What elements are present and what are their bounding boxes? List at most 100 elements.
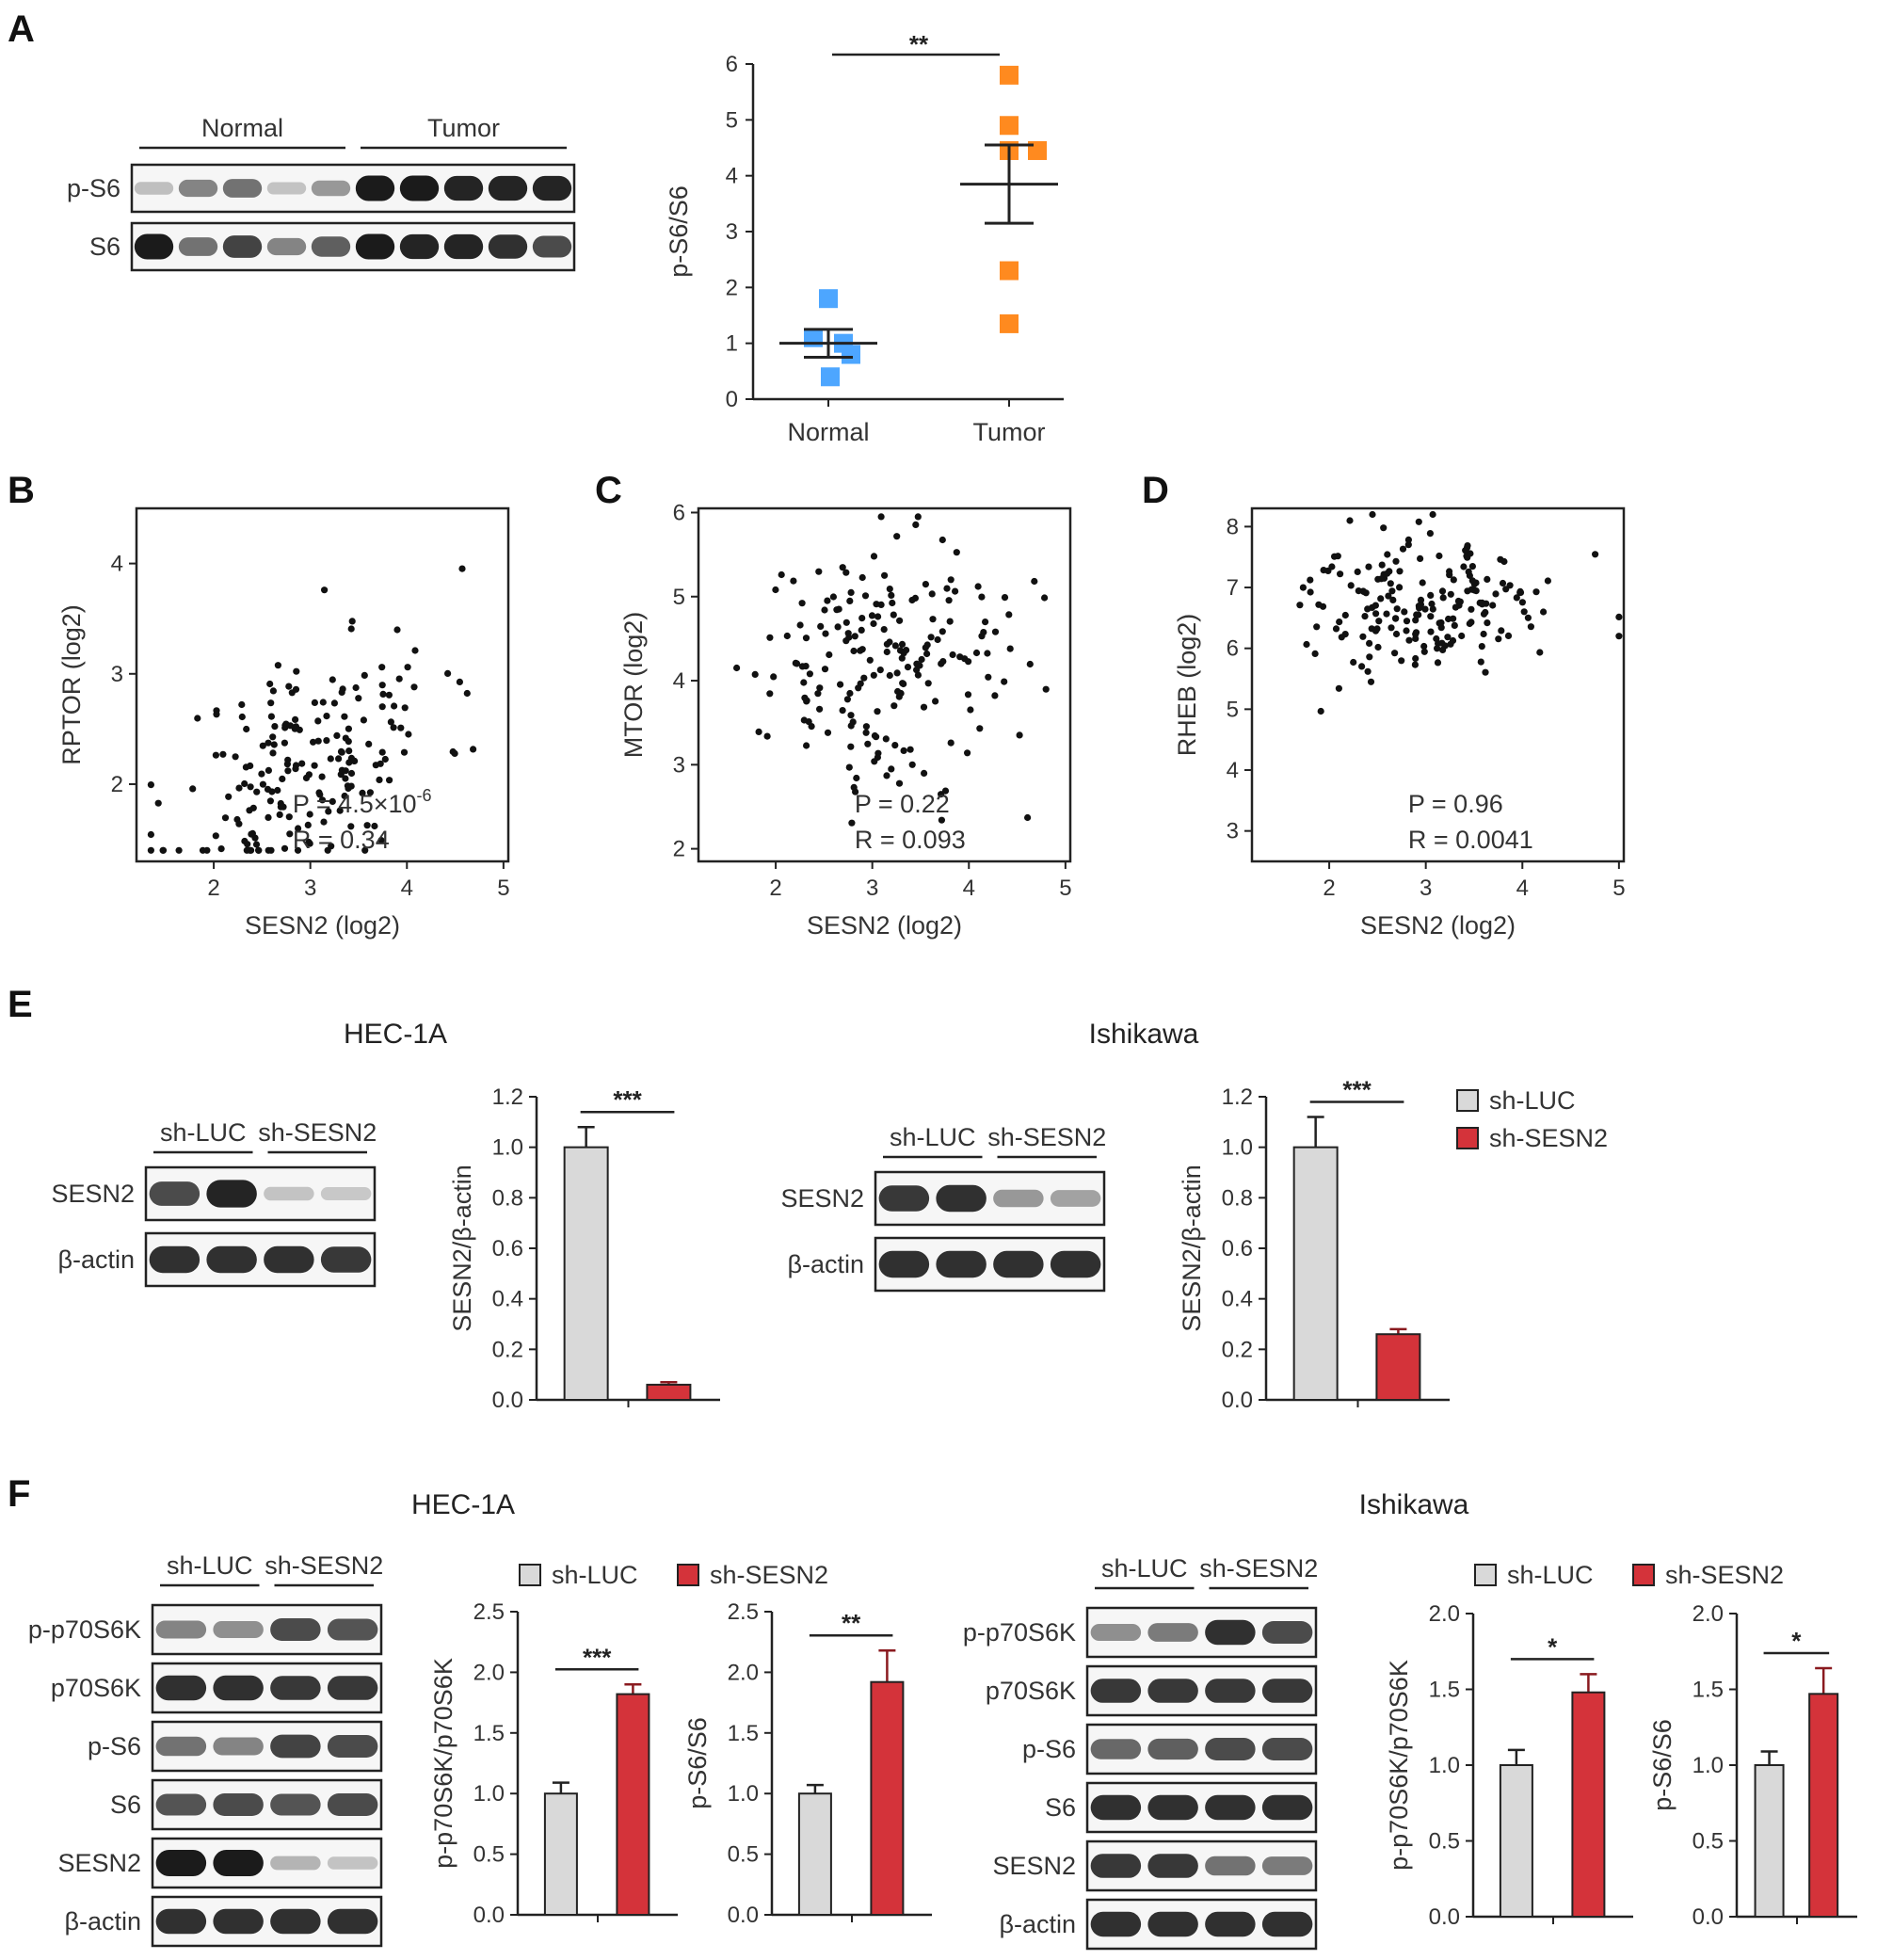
scatter-point bbox=[800, 679, 808, 686]
y-tick-label: 1.5 bbox=[1693, 1678, 1724, 1703]
blot-band bbox=[206, 1245, 257, 1274]
scatter-point bbox=[793, 660, 801, 667]
blot-band bbox=[1090, 1794, 1142, 1821]
scatter-point bbox=[341, 792, 348, 800]
scatter-point bbox=[964, 691, 972, 699]
scatter-point bbox=[1456, 598, 1464, 605]
blot-band bbox=[155, 1736, 207, 1757]
scatter-point bbox=[766, 634, 774, 641]
blot-band bbox=[532, 175, 572, 201]
y-tick-label: 0.4 bbox=[1222, 1287, 1253, 1312]
y-tick-label: 0.6 bbox=[1222, 1236, 1253, 1261]
scatter-point bbox=[347, 769, 356, 778]
scatter-point bbox=[1361, 613, 1369, 620]
data-point bbox=[819, 289, 838, 309]
scatter-point bbox=[766, 690, 774, 698]
scatter-point bbox=[393, 626, 401, 634]
scatter-point bbox=[1324, 567, 1332, 575]
scatter-point bbox=[391, 702, 398, 710]
scatter-point bbox=[451, 749, 458, 758]
scatter-point bbox=[286, 830, 294, 838]
scatter-point bbox=[319, 699, 327, 706]
scatter-point bbox=[347, 823, 355, 830]
scatter-point bbox=[241, 837, 249, 845]
scatter-point bbox=[826, 651, 833, 659]
scatter-point bbox=[816, 705, 824, 713]
scatter-point bbox=[1504, 632, 1513, 640]
bar bbox=[1292, 1146, 1339, 1401]
scatter-point bbox=[1026, 660, 1034, 668]
blot-band bbox=[155, 1793, 207, 1816]
blot-group-label: sh-SESN2 bbox=[258, 1118, 377, 1147]
scatter-point bbox=[1468, 605, 1475, 613]
scatter-point bbox=[292, 685, 300, 693]
scatter-point bbox=[410, 683, 418, 691]
x-tick-label: 2 bbox=[207, 876, 219, 901]
blot-band bbox=[270, 1793, 321, 1816]
panel-e-blot: sh-LUC sh-SESN2 SESN2 β-actin bbox=[780, 1123, 1106, 1293]
scatter-point bbox=[456, 678, 463, 686]
scatter-point bbox=[1436, 619, 1443, 627]
scatter-point bbox=[458, 565, 466, 572]
y-tick-label: 0.0 bbox=[492, 1388, 523, 1413]
scatter-point bbox=[873, 601, 880, 608]
scatter-point bbox=[1615, 633, 1623, 640]
scatter-point bbox=[898, 640, 906, 649]
scatter-point bbox=[285, 683, 293, 690]
scatter-point bbox=[1451, 621, 1458, 630]
scatter-point bbox=[411, 647, 419, 654]
scatter-point bbox=[1434, 659, 1442, 667]
blot-band bbox=[213, 1849, 264, 1877]
scatter-point bbox=[306, 811, 313, 818]
scatter-point bbox=[235, 784, 243, 792]
y-tick-label: 0.5 bbox=[1693, 1829, 1724, 1855]
scatter-point bbox=[1502, 586, 1510, 593]
scatter-point bbox=[147, 830, 154, 839]
scatter-point bbox=[1398, 657, 1405, 665]
scatter-point bbox=[1492, 590, 1500, 598]
data-point bbox=[842, 345, 860, 364]
scatter-point bbox=[1520, 608, 1528, 616]
scatter-point bbox=[893, 533, 901, 540]
y-tick-label: 0.0 bbox=[1222, 1388, 1253, 1413]
scatter-point bbox=[285, 813, 293, 821]
scatter-point bbox=[932, 698, 939, 705]
scatter-point bbox=[292, 715, 299, 724]
y-tick-label: 0.0 bbox=[728, 1903, 759, 1928]
scatter-point bbox=[203, 846, 211, 854]
scatter-point bbox=[293, 667, 300, 675]
scatter-point bbox=[862, 723, 871, 731]
blot-band bbox=[320, 1186, 372, 1201]
scatter-point bbox=[330, 699, 338, 707]
scatter-point bbox=[281, 721, 289, 730]
scatter-point bbox=[941, 787, 950, 795]
y-tick-label: 1.0 bbox=[1429, 1753, 1460, 1778]
scatter-point bbox=[1024, 813, 1032, 822]
y-axis-label: RPTOR (log2) bbox=[57, 604, 86, 765]
data-point bbox=[1000, 116, 1019, 136]
scatter-point bbox=[318, 773, 326, 780]
blot-band bbox=[149, 1181, 201, 1206]
scatter-point bbox=[1311, 650, 1319, 658]
scatter-point bbox=[824, 597, 831, 604]
scatter-point bbox=[1428, 600, 1436, 608]
blot-row-label: p70S6K bbox=[51, 1674, 141, 1702]
scatter-point bbox=[1433, 635, 1440, 643]
scatter-point bbox=[1364, 667, 1372, 675]
scatter-point bbox=[893, 669, 901, 677]
scatter-point bbox=[376, 776, 383, 784]
y-tick-label: 7 bbox=[1227, 575, 1239, 601]
scatter-point bbox=[1544, 577, 1551, 585]
scatter-point bbox=[371, 822, 378, 830]
y-tick-label: 1.5 bbox=[1429, 1678, 1460, 1703]
scatter-point bbox=[1006, 645, 1014, 652]
scatter-point bbox=[1439, 646, 1447, 654]
blot-band bbox=[327, 1908, 378, 1935]
y-tick-label: 6 bbox=[726, 52, 738, 77]
scatter-point bbox=[294, 846, 302, 854]
scatter-point bbox=[1495, 635, 1502, 643]
scatter-point bbox=[1464, 587, 1471, 595]
bar bbox=[797, 1792, 832, 1916]
scatter-point bbox=[350, 757, 358, 764]
